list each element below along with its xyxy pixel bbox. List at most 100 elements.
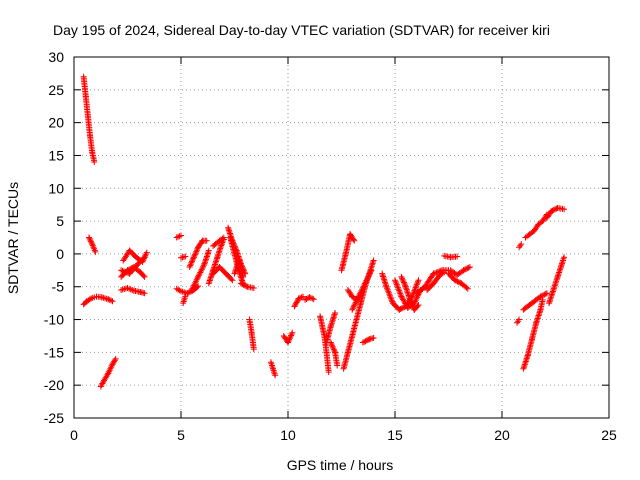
data-point (363, 277, 370, 284)
data-point (239, 281, 246, 288)
data-point (327, 339, 334, 346)
data-points (80, 73, 568, 390)
data-point (543, 290, 550, 297)
data-point (407, 296, 413, 303)
data-point (538, 292, 545, 299)
data-point (401, 280, 408, 287)
data-point (516, 316, 523, 323)
y-tick-label: -20 (44, 377, 64, 393)
data-point (368, 267, 375, 274)
data-point (414, 280, 421, 287)
y-tick-label: -5 (52, 279, 65, 295)
data-point (190, 255, 197, 262)
data-point (408, 299, 415, 306)
data-point (188, 287, 195, 293)
data-point (88, 239, 95, 246)
data-point (192, 250, 199, 256)
data-point (91, 159, 98, 165)
x-axis-label: GPS time / hours (287, 457, 394, 473)
data-point (141, 290, 148, 297)
data-point (219, 235, 226, 242)
data-point (464, 265, 471, 272)
data-point (364, 274, 371, 281)
data-point (106, 296, 113, 303)
data-point (295, 295, 302, 302)
data-point (349, 305, 356, 312)
data-point (182, 253, 189, 260)
data-point (187, 261, 194, 268)
data-point (408, 301, 415, 308)
data-point (550, 206, 557, 213)
axis-ticks: 0 5 10 15 20 25 -25 -20 -15 -10 -5 0 5 10 15 20 25 30 (44, 49, 617, 443)
data-point (398, 305, 405, 312)
data-point (465, 264, 472, 271)
data-point (412, 297, 419, 304)
data-point (291, 303, 298, 310)
data-point (400, 279, 407, 286)
data-point (361, 338, 368, 345)
data-point (87, 238, 94, 245)
data-point (370, 334, 377, 341)
data-point (454, 278, 461, 285)
data-point (199, 265, 206, 272)
data-point (310, 296, 317, 303)
data-point (143, 249, 150, 256)
data-point (192, 279, 199, 286)
data-point (243, 283, 250, 290)
data-point (112, 355, 119, 362)
data-point (542, 290, 549, 297)
data-point (351, 237, 358, 244)
data-point (198, 268, 204, 274)
data-point (332, 310, 339, 316)
data-point (334, 362, 341, 369)
data-point (250, 346, 257, 353)
data-point (220, 234, 227, 241)
data-point (187, 262, 194, 269)
data-point (331, 348, 338, 354)
data-point (185, 289, 192, 296)
data-point (240, 281, 247, 288)
data-point (182, 293, 189, 300)
data-point (87, 237, 94, 244)
data-point (288, 331, 295, 338)
data-point (285, 339, 291, 346)
data-point (140, 255, 147, 262)
data-point (86, 235, 93, 242)
data-point (109, 298, 116, 305)
data-point (175, 233, 182, 240)
y-tick-label: 20 (48, 115, 64, 131)
y-tick-label: -15 (44, 344, 64, 360)
data-point (352, 295, 359, 302)
data-point (402, 282, 409, 289)
data-point (540, 292, 547, 299)
data-point (92, 248, 99, 255)
data-point (190, 254, 197, 261)
x-tick-label: 5 (177, 427, 185, 443)
data-point (518, 241, 525, 248)
data-point (293, 299, 300, 306)
data-point (285, 338, 292, 345)
data-point (548, 208, 555, 215)
data-point (400, 278, 407, 285)
data-point (237, 280, 244, 287)
data-point (191, 252, 198, 259)
data-point (189, 257, 196, 263)
data-point (300, 293, 306, 300)
data-point (189, 258, 195, 265)
y-tick-label: 10 (48, 180, 64, 196)
data-point (240, 273, 247, 280)
y-tick-label: 0 (56, 246, 64, 262)
chart-title: Day 195 of 2024, Sidereal Day-to-day VTE… (53, 22, 550, 38)
data-point (118, 267, 125, 274)
data-point (289, 329, 296, 336)
data-point (399, 276, 406, 283)
data-point (108, 297, 115, 304)
data-point (370, 257, 377, 264)
data-point (329, 343, 336, 350)
data-point (439, 270, 446, 277)
x-tick-label: 25 (601, 427, 617, 443)
data-point (309, 295, 316, 302)
data-point (250, 285, 257, 291)
data-point (294, 298, 301, 305)
